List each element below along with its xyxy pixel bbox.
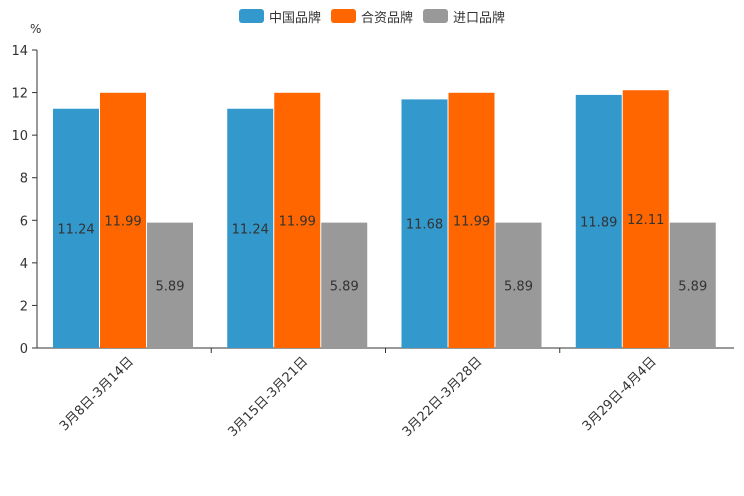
bar-imported xyxy=(495,222,542,348)
bar-domestic xyxy=(575,94,622,348)
data-label-domestic: 11.24 xyxy=(232,222,269,237)
bar-imported xyxy=(321,222,368,348)
bar-domestic xyxy=(401,99,448,348)
x-tick-label: 3月22日-3月28日 xyxy=(400,354,486,440)
y-tick-label: 8 xyxy=(20,172,28,187)
data-label-joint-venture: 12.11 xyxy=(627,213,664,228)
data-label-domestic: 11.24 xyxy=(57,222,94,237)
legend-swatch-imported xyxy=(423,9,448,23)
x-tick-label: 3月15日-3月21日 xyxy=(225,354,311,440)
legend-item-joint-venture[interactable]: 合资品牌 xyxy=(330,7,413,26)
bar-joint-venture xyxy=(274,92,321,348)
x-tick-label: 3月8日-3月14日 xyxy=(57,354,137,434)
y-tick-label: 4 xyxy=(20,257,28,272)
legend-label-imported: 进口品牌 xyxy=(453,10,506,26)
y-tick-label: 2 xyxy=(20,299,28,314)
legend-label-joint-venture: 合资品牌 xyxy=(360,10,413,26)
bar-joint-venture xyxy=(622,90,669,348)
bar-joint-venture xyxy=(448,92,495,348)
legend-swatch-domestic xyxy=(238,9,264,23)
x-tick-label: 3月29日-4月4日 xyxy=(580,354,660,434)
bar-domestic xyxy=(227,108,274,349)
legend-item-domestic[interactable]: 中国品牌 xyxy=(238,7,321,26)
legend-label-domestic: 中国品牌 xyxy=(268,10,321,26)
legend: 中国品牌 合资品牌 进口品牌 xyxy=(0,6,744,26)
data-label-joint-venture: 11.99 xyxy=(453,214,490,229)
bar-domestic xyxy=(53,108,99,349)
legend-swatch-joint-venture xyxy=(330,9,356,23)
data-label-joint-venture: 11.99 xyxy=(279,214,316,229)
bar-imported xyxy=(669,222,716,348)
y-tick-label: 6 xyxy=(20,214,28,229)
data-label-imported: 5.89 xyxy=(678,279,707,294)
bar-imported xyxy=(147,222,193,348)
bar-joint-venture xyxy=(100,92,146,348)
legend-item-imported[interactable]: 进口品牌 xyxy=(423,7,505,26)
data-label-joint-venture: 11.99 xyxy=(104,214,141,229)
data-label-imported: 5.89 xyxy=(504,279,533,294)
data-label-domestic: 11.89 xyxy=(580,215,617,230)
data-label-imported: 5.89 xyxy=(330,279,359,294)
data-label-imported: 5.89 xyxy=(156,279,185,294)
y-tick-label: 0 xyxy=(20,342,28,357)
y-axis-unit: % xyxy=(30,22,42,36)
y-tick-label: 14 xyxy=(11,44,28,59)
data-label-domestic: 11.68 xyxy=(406,218,443,233)
y-tick-label: 12 xyxy=(11,87,28,102)
y-tick-label: 10 xyxy=(11,129,28,144)
